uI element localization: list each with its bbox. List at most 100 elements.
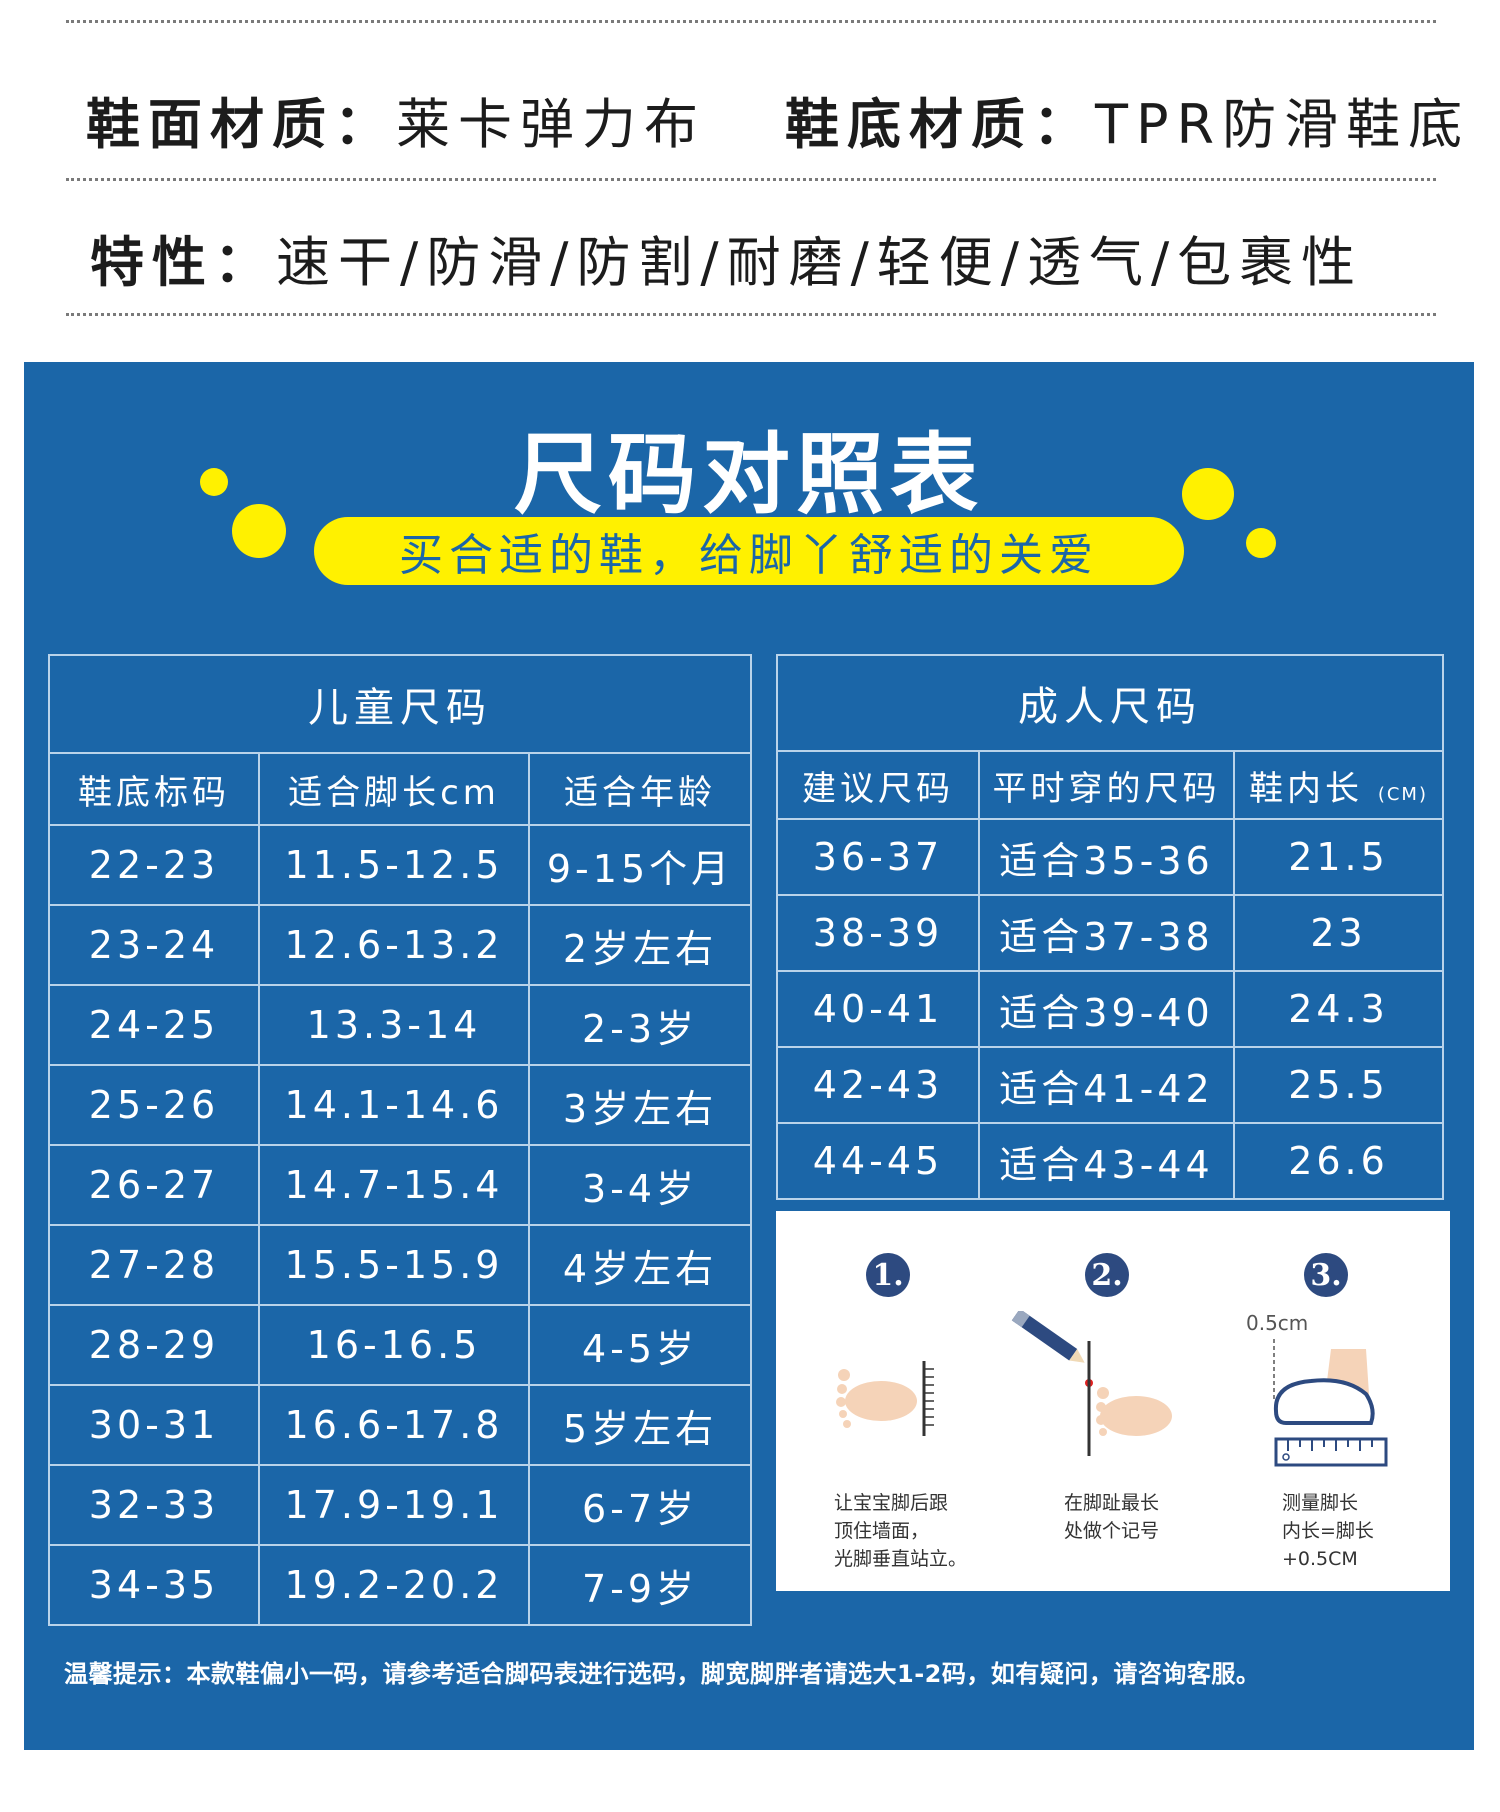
kids-table-cell: 11.5-12.5 (259, 825, 529, 905)
adult-table-row: 38-39适合37-3823 (777, 895, 1443, 971)
adult-table-cell: 适合43-44 (979, 1123, 1234, 1199)
divider-top (66, 20, 1436, 23)
adult-header-unit: (CM) (1378, 784, 1428, 805)
step-2-number: 2. (1085, 1253, 1129, 1297)
step-1-text: 让宝宝脚后跟 顶住墙面， 光脚垂直站立。 (834, 1489, 967, 1573)
kids-table-cell: 2岁左右 (529, 905, 751, 985)
kids-table-row: 30-3116.6-17.85岁左右 (49, 1385, 751, 1465)
kids-table-cell: 23-24 (49, 905, 259, 985)
adult-table-cell: 44-45 (777, 1123, 979, 1199)
adult-table-cell: 42-43 (777, 1047, 979, 1123)
adult-table-title: 成人尺码 (777, 655, 1443, 751)
kids-table-row: 28-2916-16.54-5岁 (49, 1305, 751, 1385)
kids-table-cell: 32-33 (49, 1465, 259, 1545)
adult-header-usual-size: 平时穿的尺码 (979, 751, 1234, 819)
footprint-wall-icon (826, 1351, 946, 1441)
step-3-number: 3. (1304, 1253, 1348, 1297)
decor-dot (1182, 468, 1234, 520)
divider-middle (66, 178, 1436, 181)
margin-label: 0.5cm (1246, 1311, 1308, 1335)
kids-table-cell: 22-23 (49, 825, 259, 905)
measure-instructions: 1. 2. 3. (776, 1211, 1450, 1591)
kids-table-cell: 4-5岁 (529, 1305, 751, 1385)
kids-table-cell: 2-3岁 (529, 985, 751, 1065)
kids-table-row: 22-2311.5-12.59-15个月 (49, 825, 751, 905)
features: 特性：速干/防滑/防割/耐磨/轻便/透气/包裹性 (90, 218, 1363, 297)
adult-table-cell: 26.6 (1234, 1123, 1443, 1199)
kids-table-cell: 26-27 (49, 1145, 259, 1225)
kids-table-row: 26-2714.7-15.43-4岁 (49, 1145, 751, 1225)
kids-table-row: 24-2513.3-142-3岁 (49, 985, 751, 1065)
step-3-text: 测量脚长 内长=脚长 +0.5CM (1282, 1489, 1374, 1573)
divider-bottom (66, 313, 1436, 316)
kids-table-title: 儿童尺码 (49, 655, 751, 753)
kids-table-cell: 30-31 (49, 1385, 259, 1465)
adult-table-cell: 21.5 (1234, 819, 1443, 895)
adult-table-cell: 适合35-36 (979, 819, 1234, 895)
kids-table-cell: 24-25 (49, 985, 259, 1065)
adult-table-row: 36-37适合35-3621.5 (777, 819, 1443, 895)
kids-table-cell: 6-7岁 (529, 1465, 751, 1545)
kids-table-cell: 19.2-20.2 (259, 1545, 529, 1625)
kids-size-table: 儿童尺码 鞋底标码 适合脚长cm 适合年龄 22-2311.5-12.59-15… (48, 654, 752, 1626)
kids-table-row: 27-2815.5-15.94岁左右 (49, 1225, 751, 1305)
adult-size-table: 成人尺码 建议尺码 平时穿的尺码 鞋内长 (CM) 36-37适合35-3621… (776, 654, 1444, 1200)
kids-table-cell: 15.5-15.9 (259, 1225, 529, 1305)
adult-header-insole-length: 鞋内长 (CM) (1234, 751, 1443, 819)
kids-table-cell: 25-26 (49, 1065, 259, 1145)
pencil-mark-icon (1011, 1311, 1181, 1461)
kids-table-cell: 28-29 (49, 1305, 259, 1385)
kids-table-cell: 14.1-14.6 (259, 1065, 529, 1145)
kids-table-cell: 3岁左右 (529, 1065, 751, 1145)
kids-table-row: 32-3317.9-19.16-7岁 (49, 1465, 751, 1545)
adult-table-cell: 适合41-42 (979, 1047, 1234, 1123)
kids-table-row: 25-2614.1-14.63岁左右 (49, 1065, 751, 1145)
adult-table-cell: 24.3 (1234, 971, 1443, 1047)
step-1-number: 1. (866, 1253, 910, 1297)
adult-table-cell: 25.5 (1234, 1047, 1443, 1123)
adult-table-cell: 36-37 (777, 819, 979, 895)
upper-material-label: 鞋面材质： (86, 93, 396, 156)
kids-table-cell: 16.6-17.8 (259, 1385, 529, 1465)
kids-table-cell: 9-15个月 (529, 825, 751, 905)
kids-table-cell: 12.6-13.2 (259, 905, 529, 985)
adult-table-cell: 23 (1234, 895, 1443, 971)
size-chart-panel: 尺码对照表 买合适的鞋，给脚丫舒适的关爱 儿童尺码 鞋底标码 适合脚长cm 适合… (24, 362, 1474, 1750)
kids-header-age: 适合年龄 (529, 753, 751, 825)
features-label: 特性： (90, 231, 276, 294)
decor-dot (200, 468, 228, 496)
kids-table-cell: 4岁左右 (529, 1225, 751, 1305)
adult-table-row: 40-41适合39-4024.3 (777, 971, 1443, 1047)
adult-header-recommended: 建议尺码 (777, 751, 979, 819)
sole-material: 鞋底材质：TPR防滑鞋底 (785, 80, 1470, 159)
kids-table-cell: 16-16.5 (259, 1305, 529, 1385)
decor-dot (232, 504, 286, 558)
kids-table-cell: 13.3-14 (259, 985, 529, 1065)
kids-header-foot-length: 适合脚长cm (259, 753, 529, 825)
kids-table-cell: 3-4岁 (529, 1145, 751, 1225)
features-value: 速干/防滑/防割/耐磨/轻便/透气/包裹性 (276, 231, 1363, 294)
kids-table-cell: 27-28 (49, 1225, 259, 1305)
adult-table-cell: 适合39-40 (979, 971, 1234, 1047)
kids-table-cell: 14.7-15.4 (259, 1145, 529, 1225)
kids-table-cell: 7-9岁 (529, 1545, 751, 1625)
adult-table-cell: 适合37-38 (979, 895, 1234, 971)
slogan-banner: 买合适的鞋，给脚丫舒适的关爱 (314, 517, 1184, 585)
adult-table-cell: 38-39 (777, 895, 979, 971)
kids-table-row: 34-3519.2-20.27-9岁 (49, 1545, 751, 1625)
adult-header-insole-length-label: 鞋内长 (1249, 769, 1363, 809)
kids-table-row: 23-2412.6-13.22岁左右 (49, 905, 751, 985)
adult-table-row: 42-43适合41-4225.5 (777, 1047, 1443, 1123)
step-2-text: 在脚趾最长 处做个记号 (1064, 1489, 1159, 1545)
kids-table-cell: 5岁左右 (529, 1385, 751, 1465)
sole-material-label: 鞋底材质： (785, 93, 1095, 156)
kids-header-sole-size: 鞋底标码 (49, 753, 259, 825)
adult-table-row: 44-45适合43-4426.6 (777, 1123, 1443, 1199)
kids-table-cell: 17.9-19.1 (259, 1465, 529, 1545)
upper-material: 鞋面材质：莱卡弹力布 (86, 80, 706, 159)
upper-material-value: 莱卡弹力布 (396, 93, 706, 156)
sole-material-value: TPR防滑鞋底 (1095, 93, 1470, 156)
decor-dot (1246, 528, 1276, 558)
warm-tip: 温馨提示：本款鞋偏小一码，请参考适合脚码表进行选码，脚宽脚胖者请选大1-2码，如… (64, 1654, 1260, 1689)
kids-table-cell: 34-35 (49, 1545, 259, 1625)
